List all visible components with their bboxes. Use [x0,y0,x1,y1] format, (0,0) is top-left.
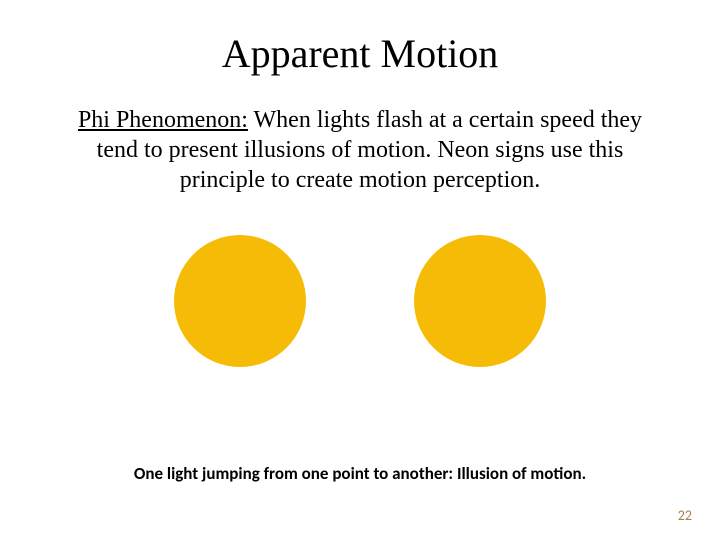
circle-right [414,235,546,367]
circle-left [174,235,306,367]
circle-row [40,235,680,367]
body-text: Phi Phenomenon: When lights flash at a c… [58,105,662,195]
term-underlined: Phi Phenomenon: [78,107,248,133]
page-number: 22 [678,507,692,524]
caption-text: One light jumping from one point to anot… [0,463,720,484]
page-title: Apparent Motion [40,30,680,77]
slide: Apparent Motion Phi Phenomenon: When lig… [0,0,720,540]
